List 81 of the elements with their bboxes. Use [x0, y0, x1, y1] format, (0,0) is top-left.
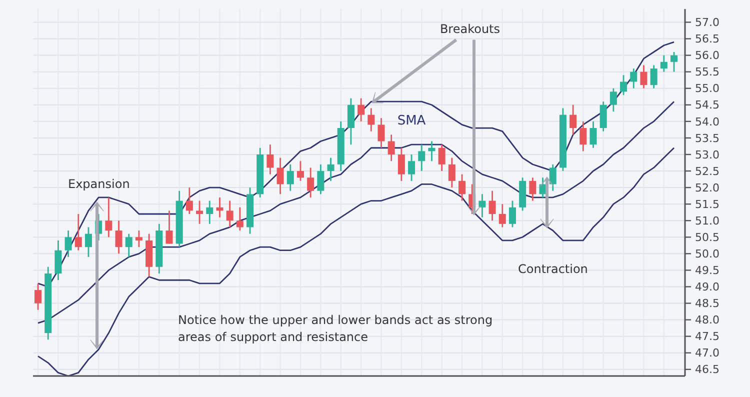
- y-tick-label: 51.5: [695, 198, 720, 211]
- candlestick: [266, 144, 274, 176]
- candlestick: [620, 74, 628, 96]
- y-tick-label: 49.5: [695, 264, 720, 278]
- y-tick-label: 47.5: [695, 330, 720, 344]
- candlestick: [84, 226, 92, 258]
- candlestick: [196, 200, 204, 225]
- candlestick: [135, 230, 142, 248]
- candlestick: [378, 117, 385, 149]
- candlestick: [650, 64, 658, 90]
- candlestick: [570, 104, 577, 136]
- y-tick-label: 47.0: [695, 346, 720, 360]
- y-tick-label: 50.0: [695, 248, 720, 261]
- y-tick-label: 50.5: [695, 230, 720, 244]
- candlestick: [529, 176, 536, 202]
- candlestick: [206, 200, 214, 225]
- line-series: [37, 41, 675, 288]
- annotation: Breakouts: [440, 22, 500, 36]
- y-tick-label: 46.5: [695, 363, 720, 376]
- candlestick: [438, 144, 446, 172]
- candlestick: [317, 164, 324, 195]
- candlestick: [64, 230, 72, 258]
- y-tick-label: 55.5: [695, 66, 720, 79]
- candlestick: [630, 68, 638, 90]
- annotation: Contraction: [518, 262, 588, 276]
- candlestick: [600, 100, 607, 132]
- y-tick-label: 51.0: [695, 214, 720, 228]
- candlestick: [54, 240, 62, 281]
- candlestick: [327, 157, 334, 182]
- y-tick-label: 53.5: [695, 132, 720, 145]
- candlestick: [549, 164, 556, 192]
- candlestick: [478, 193, 486, 218]
- y-tick-label: 56.0: [695, 49, 720, 62]
- candlestick: [498, 203, 506, 228]
- candlestick: [580, 120, 587, 152]
- annotation: Notice how the upper and lower bands act as strong areas of support and resistance: [178, 313, 493, 344]
- series-label: SMA: [397, 114, 426, 129]
- candlestick: [448, 157, 456, 188]
- candlestick: [610, 88, 617, 112]
- candlestick: [398, 147, 405, 182]
- candlestick: [226, 200, 234, 228]
- y-tick-label: 52.0: [695, 181, 720, 194]
- y-tick-label: 54.5: [695, 98, 720, 112]
- annotation: Expansion: [68, 177, 130, 191]
- candlestick: [418, 144, 426, 172]
- y-tick-label: 57.0: [695, 16, 720, 30]
- candlestick: [186, 186, 193, 215]
- candlestick: [307, 167, 314, 198]
- candlestick: [105, 196, 112, 238]
- y-tick-label: 48.0: [695, 314, 720, 327]
- candlestick: [347, 98, 354, 146]
- y-tick-label: 53.0: [695, 148, 720, 162]
- candlestick: [640, 64, 648, 90]
- candlestick: [296, 160, 304, 182]
- candlestick: [216, 196, 224, 218]
- candlestick: [508, 200, 516, 228]
- candlestick: [368, 107, 375, 132]
- candlestick: [590, 120, 597, 149]
- candlestick: [358, 98, 365, 122]
- line-series: [37, 147, 675, 377]
- candlestick: [276, 157, 284, 195]
- candlestick: [166, 210, 173, 244]
- candlestick: [670, 51, 678, 73]
- candlestick: [34, 282, 42, 311]
- y-tick-label: 56.5: [695, 32, 720, 46]
- candlestick: [236, 206, 244, 232]
- candlestick: [388, 134, 395, 162]
- y-tick-label: 55.0: [695, 82, 720, 96]
- y-tick-label: 48.5: [695, 297, 720, 310]
- candlestick: [660, 54, 668, 73]
- candlestick: [286, 164, 294, 192]
- y-tick-label: 49.0: [695, 280, 720, 294]
- candlestick: [428, 140, 436, 162]
- y-tick-label: 52.5: [695, 164, 720, 178]
- y-tick-label: 54.0: [695, 115, 720, 128]
- candlestick: [115, 220, 122, 254]
- candlestick: [74, 213, 82, 252]
- candlestick: [488, 190, 496, 222]
- candlestick: [408, 154, 416, 182]
- candlestick: [125, 233, 132, 258]
- candlestick: [458, 174, 466, 202]
